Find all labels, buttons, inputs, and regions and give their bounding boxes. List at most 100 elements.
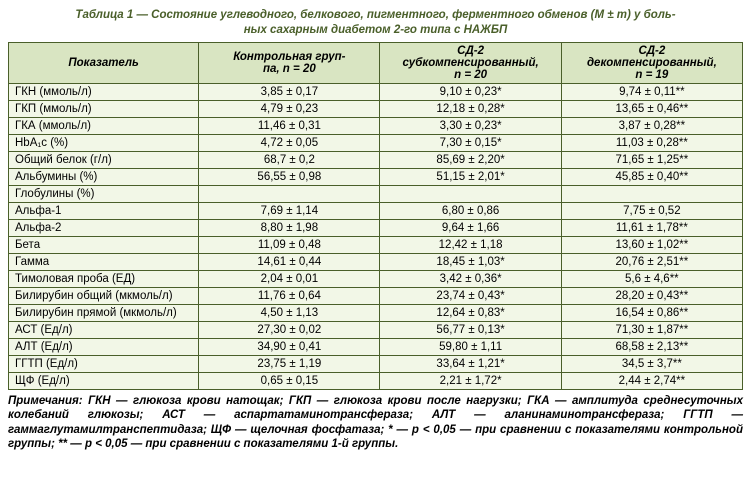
col-header-control: Контрольная груп- па, n = 20 bbox=[199, 42, 380, 83]
cell-value: 7,30 ± 0,15* bbox=[380, 134, 561, 151]
table-row: ГКА (ммоль/л)11,46 ± 0,313,30 ± 0,23*3,8… bbox=[9, 117, 743, 134]
cell-value: 23,75 ± 1,19 bbox=[199, 355, 380, 372]
cell-value: 8,80 ± 1,98 bbox=[199, 219, 380, 236]
row-label: Гамма bbox=[9, 253, 199, 270]
table-row: ГКП (ммоль/л)4,79 ± 0,2312,18 ± 0,28*13,… bbox=[9, 100, 743, 117]
table-row: Альфа-28,80 ± 1,989,64 ± 1,6611,61 ± 1,7… bbox=[9, 219, 743, 236]
cell-value: 12,64 ± 0,83* bbox=[380, 304, 561, 321]
table-row: Билирубин общий (мкмоль/л)11,76 ± 0,6423… bbox=[9, 287, 743, 304]
row-label: Альфа-1 bbox=[9, 202, 199, 219]
table-row: Альфа-17,69 ± 1,146,80 ± 0,867,75 ± 0,52 bbox=[9, 202, 743, 219]
cell-value: 18,45 ± 1,03* bbox=[380, 253, 561, 270]
cell-value: 9,74 ± 0,11** bbox=[561, 83, 742, 100]
row-label: ГКН (ммоль/л) bbox=[9, 83, 199, 100]
table-row: ЩФ (Ед/л)0,65 ± 0,152,21 ± 1,72*2,44 ± 2… bbox=[9, 372, 743, 389]
row-label: HbA₁c (%) bbox=[9, 134, 199, 151]
cell-value: 11,61 ± 1,78** bbox=[561, 219, 742, 236]
table-row: HbA₁c (%)4,72 ± 0,057,30 ± 0,15*11,03 ± … bbox=[9, 134, 743, 151]
cell-value: 34,90 ± 0,41 bbox=[199, 338, 380, 355]
row-label: Билирубин общий (мкмоль/л) bbox=[9, 287, 199, 304]
metabolism-table: Показатель Контрольная груп- па, n = 20 … bbox=[8, 42, 743, 390]
title-line-2: ных сахарным диабетом 2-го типа с НАЖБП bbox=[244, 24, 508, 36]
table-row: Гамма14,61 ± 0,4418,45 ± 1,03*20,76 ± 2,… bbox=[9, 253, 743, 270]
cell-value: 3,42 ± 0,36* bbox=[380, 270, 561, 287]
table-notes: Примечания: ГКН — глюкоза крови натощак;… bbox=[8, 394, 743, 452]
table-row: Глобулины (%) bbox=[9, 185, 743, 202]
cell-value: 0,65 ± 0,15 bbox=[199, 372, 380, 389]
cell-value: 45,85 ± 0,40** bbox=[561, 168, 742, 185]
table-row: Альбумины (%)56,55 ± 0,9851,15 ± 2,01*45… bbox=[9, 168, 743, 185]
cell-value bbox=[561, 185, 742, 202]
cell-value: 2,21 ± 1,72* bbox=[380, 372, 561, 389]
table-body: ГКН (ммоль/л)3,85 ± 0,179,10 ± 0,23*9,74… bbox=[9, 83, 743, 389]
header-row: Показатель Контрольная груп- па, n = 20 … bbox=[9, 42, 743, 83]
table-row: Общий белок (г/л)68,7 ± 0,285,69 ± 2,20*… bbox=[9, 151, 743, 168]
cell-value: 12,18 ± 0,28* bbox=[380, 100, 561, 117]
cell-value: 20,76 ± 2,51** bbox=[561, 253, 742, 270]
row-label: ГКП (ммоль/л) bbox=[9, 100, 199, 117]
cell-value: 13,65 ± 0,46** bbox=[561, 100, 742, 117]
row-label: Бета bbox=[9, 236, 199, 253]
table-title: Таблица 1 — Состояние углеводного, белко… bbox=[8, 8, 743, 38]
row-label: АСТ (Ед/л) bbox=[9, 321, 199, 338]
cell-value: 2,44 ± 2,74** bbox=[561, 372, 742, 389]
row-label: ЩФ (Ед/л) bbox=[9, 372, 199, 389]
cell-value: 14,61 ± 0,44 bbox=[199, 253, 380, 270]
row-label: Альфа-2 bbox=[9, 219, 199, 236]
cell-value: 59,80 ± 1,11 bbox=[380, 338, 561, 355]
cell-value bbox=[380, 185, 561, 202]
cell-value: 16,54 ± 0,86** bbox=[561, 304, 742, 321]
cell-value: 4,79 ± 0,23 bbox=[199, 100, 380, 117]
cell-value: 12,42 ± 1,18 bbox=[380, 236, 561, 253]
cell-value: 85,69 ± 2,20* bbox=[380, 151, 561, 168]
cell-value: 71,65 ± 1,25** bbox=[561, 151, 742, 168]
cell-value: 33,64 ± 1,21* bbox=[380, 355, 561, 372]
cell-value: 13,60 ± 1,02** bbox=[561, 236, 742, 253]
cell-value: 2,04 ± 0,01 bbox=[199, 270, 380, 287]
table-row: ГГТП (Ед/л)23,75 ± 1,1933,64 ± 1,21*34,5… bbox=[9, 355, 743, 372]
cell-value: 23,74 ± 0,43* bbox=[380, 287, 561, 304]
col-header-sd2-sub: СД-2 субкомпенсированный, n = 20 bbox=[380, 42, 561, 83]
title-line-1: Таблица 1 — Состояние углеводного, белко… bbox=[75, 9, 675, 21]
table-row: ГКН (ммоль/л)3,85 ± 0,179,10 ± 0,23*9,74… bbox=[9, 83, 743, 100]
cell-value: 68,58 ± 2,13** bbox=[561, 338, 742, 355]
cell-value: 71,30 ± 1,87** bbox=[561, 321, 742, 338]
cell-value: 3,30 ± 0,23* bbox=[380, 117, 561, 134]
row-label: Альбумины (%) bbox=[9, 168, 199, 185]
cell-value: 28,20 ± 0,43** bbox=[561, 287, 742, 304]
table-row: АЛТ (Ед/л)34,90 ± 0,4159,80 ± 1,1168,58 … bbox=[9, 338, 743, 355]
cell-value: 56,77 ± 0,13* bbox=[380, 321, 561, 338]
row-label: АЛТ (Ед/л) bbox=[9, 338, 199, 355]
table-row: Билирубин прямой (мкмоль/л)4,50 ± 1,1312… bbox=[9, 304, 743, 321]
cell-value: 51,15 ± 2,01* bbox=[380, 168, 561, 185]
row-label: Тимоловая проба (ЕД) bbox=[9, 270, 199, 287]
cell-value: 5,6 ± 4,6** bbox=[561, 270, 742, 287]
table-row: Тимоловая проба (ЕД)2,04 ± 0,013,42 ± 0,… bbox=[9, 270, 743, 287]
cell-value: 11,76 ± 0,64 bbox=[199, 287, 380, 304]
cell-value: 3,87 ± 0,28** bbox=[561, 117, 742, 134]
row-label: ГКА (ммоль/л) bbox=[9, 117, 199, 134]
cell-value: 7,69 ± 1,14 bbox=[199, 202, 380, 219]
cell-value bbox=[199, 185, 380, 202]
table-row: АСТ (Ед/л)27,30 ± 0,0256,77 ± 0,13*71,30… bbox=[9, 321, 743, 338]
cell-value: 27,30 ± 0,02 bbox=[199, 321, 380, 338]
cell-value: 4,72 ± 0,05 bbox=[199, 134, 380, 151]
cell-value: 3,85 ± 0,17 bbox=[199, 83, 380, 100]
cell-value: 56,55 ± 0,98 bbox=[199, 168, 380, 185]
row-label: ГГТП (Ед/л) bbox=[9, 355, 199, 372]
cell-value: 11,09 ± 0,48 bbox=[199, 236, 380, 253]
cell-value: 4,50 ± 1,13 bbox=[199, 304, 380, 321]
cell-value: 11,03 ± 0,28** bbox=[561, 134, 742, 151]
cell-value: 11,46 ± 0,31 bbox=[199, 117, 380, 134]
cell-value: 6,80 ± 0,86 bbox=[380, 202, 561, 219]
row-label: Глобулины (%) bbox=[9, 185, 199, 202]
col-header-sd2-dec: СД-2 декомпенсированный, n = 19 bbox=[561, 42, 742, 83]
col-header-indicator: Показатель bbox=[9, 42, 199, 83]
cell-value: 34,5 ± 3,7** bbox=[561, 355, 742, 372]
row-label: Билирубин прямой (мкмоль/л) bbox=[9, 304, 199, 321]
cell-value: 9,10 ± 0,23* bbox=[380, 83, 561, 100]
cell-value: 68,7 ± 0,2 bbox=[199, 151, 380, 168]
row-label: Общий белок (г/л) bbox=[9, 151, 199, 168]
table-row: Бета11,09 ± 0,4812,42 ± 1,1813,60 ± 1,02… bbox=[9, 236, 743, 253]
cell-value: 7,75 ± 0,52 bbox=[561, 202, 742, 219]
